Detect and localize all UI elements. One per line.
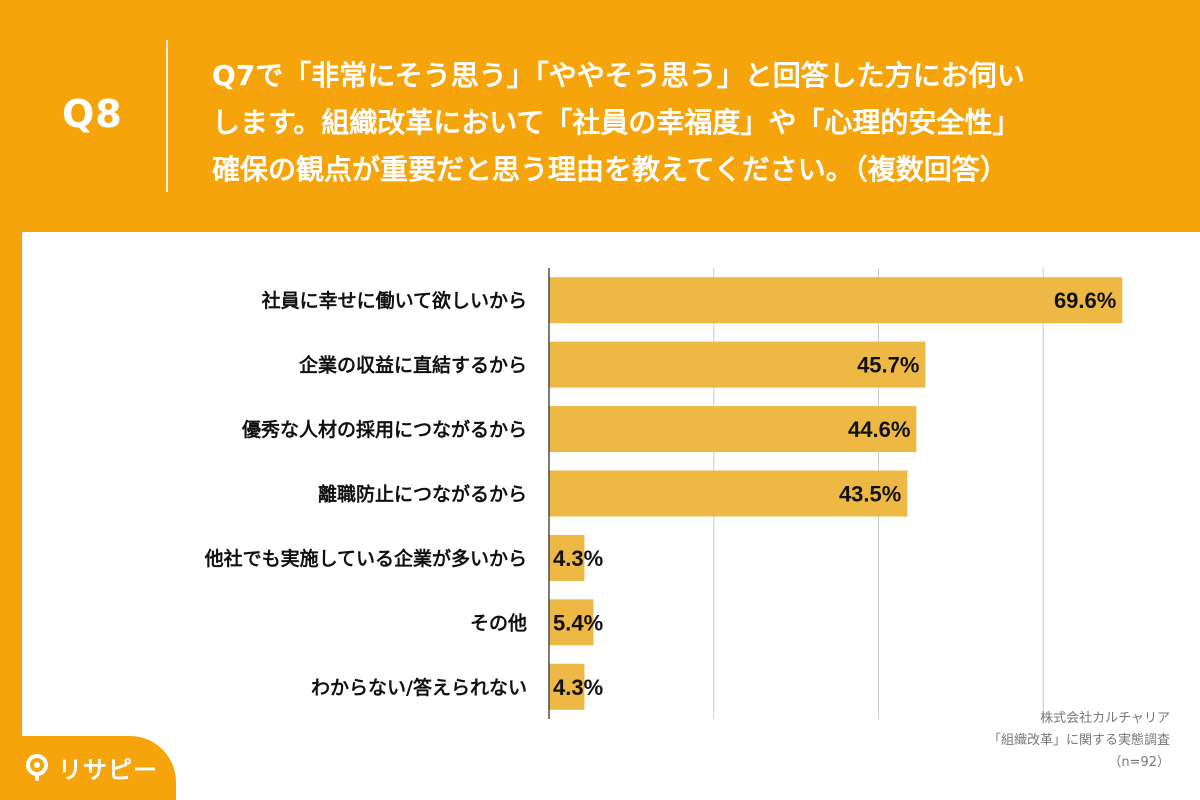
value-label-5: 4.3% xyxy=(553,546,603,571)
value-label-3: 44.6% xyxy=(848,417,910,442)
source-company: 株式会社カルチャリア xyxy=(1040,711,1170,726)
bar-7 xyxy=(549,663,585,710)
bar-3 xyxy=(549,406,917,453)
category-label-7: わからない/答えられない xyxy=(311,676,527,699)
source-note: 株式会社カルチャリア 「組織改革」に関する実態調査 （n=92） xyxy=(988,708,1170,774)
category-label-1: 社員に幸せに働いて欲しいから xyxy=(261,289,527,312)
chart-panel: 社員に幸せに働いて欲しいから 69.6% 企業の収益に直結するから 45.7% 優秀な人… xyxy=(22,232,1200,800)
source-survey: 「組織改革」に関する実態調査 xyxy=(987,733,1170,748)
value-label-1: 69.6% xyxy=(1054,288,1116,313)
bar-5 xyxy=(549,534,585,581)
bar-2 xyxy=(549,341,926,388)
value-label-7: 4.3% xyxy=(553,675,603,700)
header-divider xyxy=(166,40,168,192)
value-label-2: 45.7% xyxy=(857,353,919,378)
pin-icon xyxy=(26,753,48,781)
category-label-6: その他 xyxy=(470,611,527,634)
value-label-6: 5.4% xyxy=(553,610,603,635)
value-label-4: 43.5% xyxy=(839,482,901,507)
logo-text: リサピー xyxy=(58,756,158,784)
bar-4 xyxy=(549,470,908,517)
category-label-2: 企業の収益に直結するから xyxy=(298,354,527,377)
header: Q8 Q7で「非常にそう思う」「ややそう思う」と回答した方にお伺い します。組織… xyxy=(0,0,1200,232)
source-sample-size: （n=92） xyxy=(1108,755,1170,770)
question-number: Q8 xyxy=(62,92,123,136)
category-label-4: 離職防止につながるから xyxy=(318,483,527,506)
question-text: Q7で「非常にそう思う」「ややそう思う」と回答した方にお伺い します。組織改革に… xyxy=(212,52,1177,193)
bar-6 xyxy=(549,599,594,646)
category-label-5: 他社でも実施している企業が多いから xyxy=(204,547,527,570)
question-line-1: Q7で「非常にそう思う」「ややそう思う」と回答した方にお伺い xyxy=(212,59,1025,92)
question-line-3: 確保の観点が重要だと思う理由を教えてください。（複数回答） xyxy=(212,153,1008,186)
bar-chart: 社員に幸せに働いて欲しいから 69.6% 企業の収益に直結するから 45.7% 優秀な人… xyxy=(204,268,1123,719)
category-label-3: 優秀な人材の採用につながるから xyxy=(241,418,527,441)
brand-logo: リサピー xyxy=(22,750,158,785)
bar-1 xyxy=(549,277,1123,324)
question-line-2: します。組織改革において「社員の幸福度」や「心理的安全性」 xyxy=(212,106,1021,139)
